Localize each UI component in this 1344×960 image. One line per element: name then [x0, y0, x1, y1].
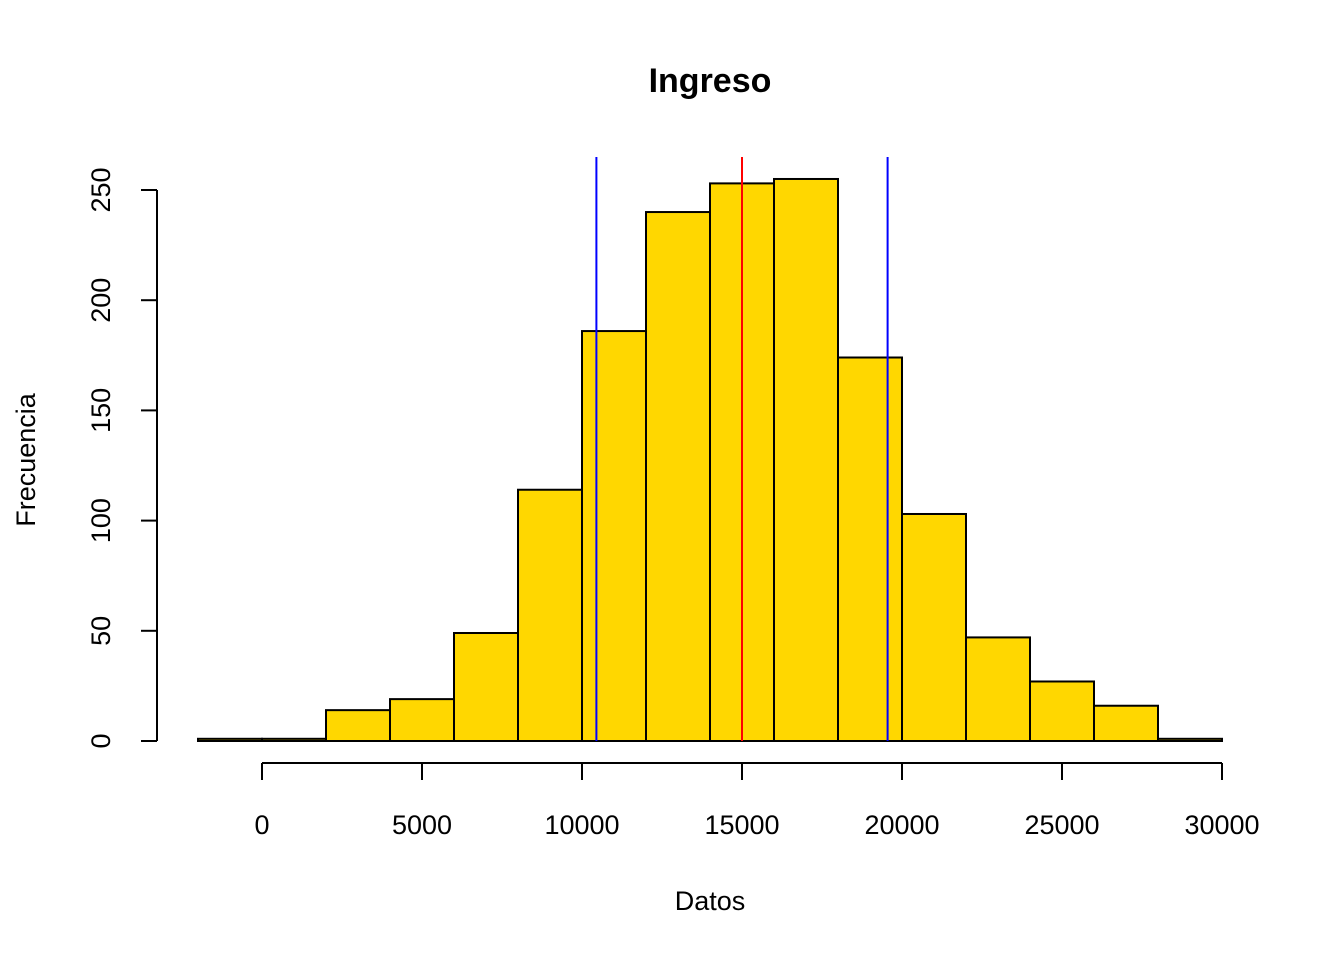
y-axis-label: Frecuencia — [11, 392, 41, 527]
histogram-bar — [261, 737, 327, 743]
y-tick-label: 200 — [86, 278, 116, 323]
y-axis: 0 50 100 150 200 250 — [86, 167, 158, 749]
histogram-bar — [517, 488, 583, 742]
reference-lines-group — [595, 157, 889, 741]
histogram-bar — [325, 709, 391, 742]
chart-title: Ingreso — [649, 62, 772, 100]
histogram-bar — [197, 737, 263, 743]
bars-group — [197, 177, 1223, 743]
x-tick-label: 20000 — [864, 810, 939, 840]
x-tick-label: 0 — [254, 810, 269, 840]
x-axis: 0 5000 10000 15000 20000 25000 30000 — [254, 762, 1260, 840]
histogram-bar — [1093, 704, 1159, 743]
histogram-bar — [837, 356, 903, 742]
histogram-bar — [389, 698, 455, 743]
x-tick-label: 30000 — [1184, 810, 1259, 840]
y-tick-label: 250 — [86, 167, 116, 212]
histogram-bar — [901, 512, 967, 742]
histogram-bar — [773, 177, 839, 743]
x-tick-label: 5000 — [392, 810, 452, 840]
histogram-bar — [965, 636, 1031, 742]
x-axis-label: Datos — [675, 886, 746, 916]
y-tick-label: 50 — [86, 616, 116, 646]
y-tick-label: 0 — [86, 733, 116, 748]
y-tick-label: 100 — [86, 498, 116, 543]
histogram-bar — [1157, 737, 1223, 743]
x-tick-label: 15000 — [704, 810, 779, 840]
histogram-bar — [581, 330, 647, 742]
histogram-bar — [453, 632, 519, 743]
histogram-bar — [645, 211, 711, 743]
y-tick-label: 150 — [86, 388, 116, 433]
histogram-bar — [1029, 680, 1095, 743]
x-tick-label: 25000 — [1024, 810, 1099, 840]
x-tick-label: 10000 — [544, 810, 619, 840]
